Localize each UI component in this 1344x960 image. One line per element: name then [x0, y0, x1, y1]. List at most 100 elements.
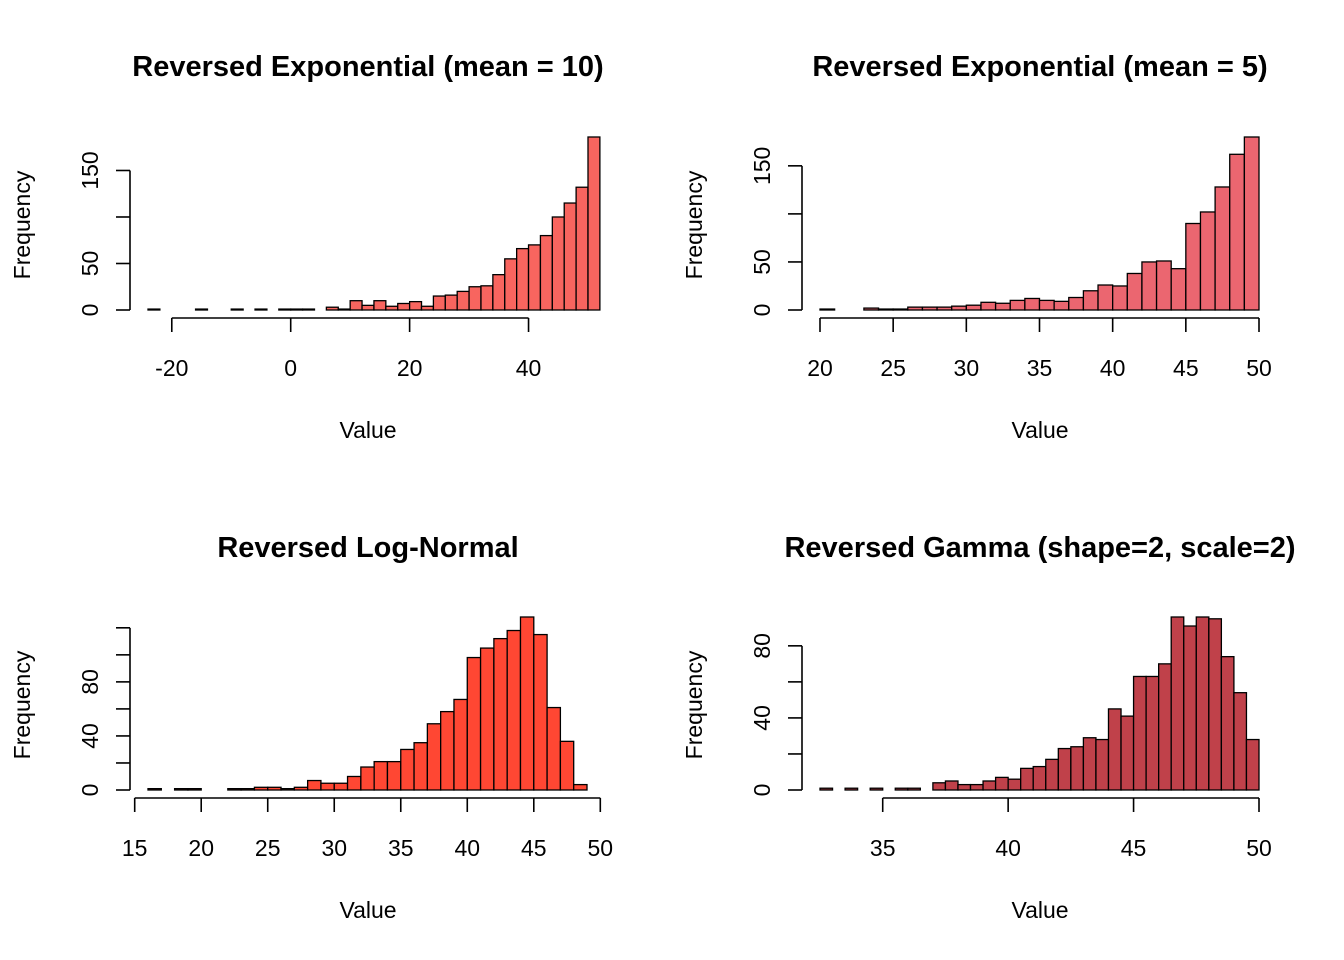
histogram-bar — [360, 766, 375, 791]
histogram-bar — [844, 787, 859, 791]
histogram-bar — [877, 308, 894, 311]
x-tick-label: 30 — [954, 355, 980, 381]
histogram-bar — [1097, 284, 1114, 311]
histogram-bar — [982, 780, 997, 791]
histogram-bar — [587, 136, 601, 311]
x-tick-label: 25 — [880, 355, 906, 381]
histogram-bar — [1070, 746, 1085, 791]
histogram-bar — [1132, 675, 1147, 791]
histogram-bar — [515, 247, 530, 311]
histogram-bar — [346, 775, 362, 791]
x-tick-label: 15 — [122, 835, 148, 861]
chart-title: Reversed Exponential (mean = 5) — [812, 51, 1267, 83]
histogram-bar — [994, 776, 1009, 791]
histogram-bar — [444, 294, 458, 311]
x-tick-label: 45 — [521, 835, 547, 861]
histogram-bar — [1020, 767, 1034, 791]
x-tick-label: 50 — [1246, 835, 1272, 861]
histogram-bar — [400, 748, 415, 791]
y-axis-label: Frequency — [681, 650, 707, 759]
y-tick-label: 40 — [749, 705, 775, 731]
histogram-bar — [1112, 285, 1128, 311]
histogram-bar — [432, 295, 446, 311]
y-tick-label: 0 — [77, 304, 103, 317]
histogram-bar — [1158, 663, 1172, 791]
x-tick-label: 0 — [284, 355, 297, 381]
histogram-bar — [230, 308, 244, 311]
histogram-bar — [1220, 655, 1235, 791]
histogram-bar — [1243, 136, 1260, 311]
x-tick-label: 20 — [188, 835, 214, 861]
histogram-bar — [1195, 616, 1210, 791]
chart-title: Reversed Gamma (shape=2, scale=2) — [784, 532, 1295, 564]
histogram-bar — [227, 787, 242, 791]
histogram-bar — [1095, 738, 1110, 791]
histogram-bar — [506, 629, 522, 791]
x-tick-label: 50 — [1246, 355, 1272, 381]
histogram-bar — [1038, 299, 1055, 311]
histogram-bar — [440, 710, 455, 791]
histogram-bar — [551, 216, 565, 311]
histogram-bar — [994, 302, 1011, 311]
x-tick-label: 45 — [1121, 835, 1147, 861]
histogram-bar — [907, 787, 921, 791]
histogram-bar — [1082, 737, 1097, 791]
histogram-bar — [1141, 261, 1158, 311]
histogram-bar — [1185, 222, 1202, 311]
histogram-bar — [819, 308, 836, 311]
y-tick-label: 40 — [77, 723, 103, 749]
histogram-bar — [147, 308, 161, 311]
histogram-bar — [1208, 618, 1223, 791]
histogram-bar — [863, 307, 880, 311]
histogram-bar — [1245, 738, 1260, 791]
histogram-bar — [519, 616, 535, 791]
histogram-bar — [573, 783, 588, 791]
histogram-bar — [527, 244, 542, 311]
histogram-bar — [1199, 211, 1216, 311]
histogram-panel-3: 15 20 25 30 35 40 45 50 0 40 80 Reversed Log-Normal… — [9, 532, 613, 923]
histogram-bar — [325, 306, 339, 311]
histogram-panel-4: 35 40 45 50 0 40 80 Reversed Gamma (shape=2, sc… — [681, 532, 1296, 923]
histogram-bar — [1032, 765, 1047, 791]
histogram-bar — [267, 786, 282, 791]
x-tick-label: 40 — [516, 355, 542, 381]
histogram-bar — [1145, 675, 1160, 791]
histogram-bar — [1120, 715, 1135, 791]
x-axis-label: Value — [339, 897, 396, 923]
x-tick-label: 45 — [1173, 355, 1199, 381]
x-axis-label: Value — [339, 417, 396, 443]
y-tick-label: 150 — [749, 147, 775, 185]
histogram-bar — [349, 300, 363, 311]
histogram-bar — [456, 290, 470, 311]
histogram-bar — [1024, 297, 1041, 311]
histogram-bar — [373, 300, 387, 311]
histogram-bar — [194, 308, 209, 311]
histogram-bar — [337, 308, 351, 311]
histogram-bar — [1214, 186, 1231, 311]
y-tick-label: 80 — [77, 669, 103, 695]
x-tick-label: 25 — [255, 835, 281, 861]
histogram-bar — [1057, 747, 1072, 791]
histogram-bar — [1170, 268, 1187, 311]
histogram-panel-1: -20 0 20 40 0 50 150 Reversed Exponential (mean… — [9, 51, 604, 443]
y-tick-label: 80 — [749, 633, 775, 659]
histogram-bar — [965, 304, 982, 311]
x-tick-label: 20 — [807, 355, 833, 381]
histogram-bar — [575, 186, 589, 311]
histogram-bar — [290, 308, 304, 311]
histogram-bar — [413, 742, 429, 791]
histogram-bar — [492, 274, 506, 311]
y-tick-label: 150 — [77, 151, 103, 189]
histogram-bar — [373, 760, 389, 791]
histogram-bar — [944, 780, 959, 791]
histogram-bar — [385, 305, 399, 311]
histogram-bar — [240, 787, 256, 791]
histogram-bar — [1053, 300, 1070, 311]
histogram-bar — [1007, 778, 1022, 791]
x-tick-label: 40 — [1100, 355, 1126, 381]
histogram-bar — [408, 300, 423, 311]
x-tick-label: 40 — [995, 835, 1021, 861]
histogram-bar — [951, 305, 967, 311]
chart-title: Reversed Exponential (mean = 10) — [132, 51, 603, 83]
